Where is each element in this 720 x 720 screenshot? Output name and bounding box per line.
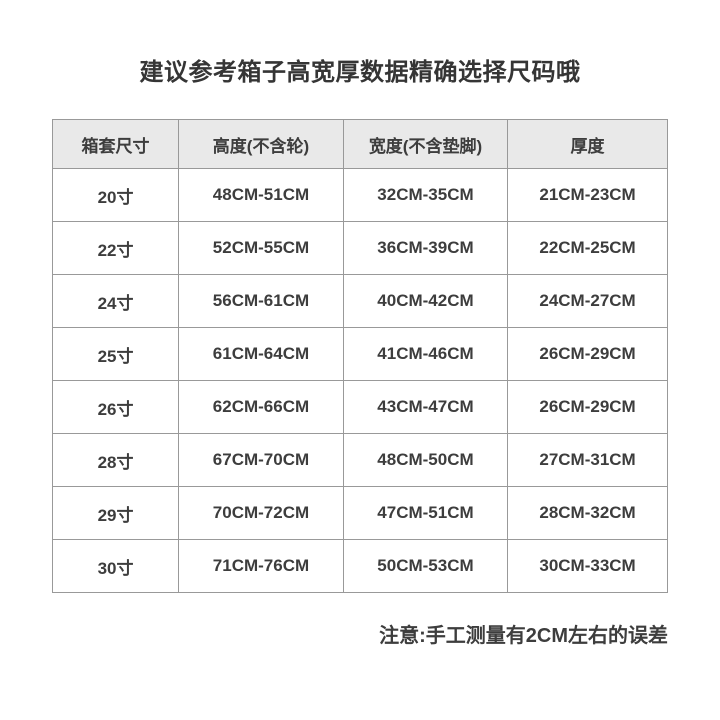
size-cell: 25寸 — [51, 327, 180, 381]
height-cell: 52CM-55CM — [178, 221, 344, 275]
thickness-cell: 24CM-27CM — [507, 274, 668, 328]
thickness-cell: 26CM-29CM — [507, 380, 668, 434]
width-cell: 43CM-47CM — [342, 380, 509, 434]
width-cell: 50CM-53CM — [342, 539, 509, 593]
height-cell: 67CM-70CM — [178, 433, 344, 487]
width-cell: 41CM-46CM — [342, 327, 509, 381]
width-cell: 40CM-42CM — [342, 274, 509, 328]
thickness-cell: 26CM-29CM — [507, 327, 668, 381]
width-cell: 36CM-39CM — [342, 221, 509, 275]
table-row: 24寸 56CM-61CM 40CM-42CM 24CM-27CM — [51, 274, 668, 328]
table-row: 30寸 71CM-76CM 50CM-53CM 30CM-33CM — [51, 539, 668, 593]
height-cell: 71CM-76CM — [178, 539, 344, 593]
size-cell: 24寸 — [51, 274, 180, 328]
height-cell: 70CM-72CM — [178, 486, 344, 540]
header-thickness: 厚度 — [507, 119, 668, 169]
table-row: 20寸 48CM-51CM 32CM-35CM 21CM-23CM — [51, 168, 668, 222]
size-table-body: 20寸 48CM-51CM 32CM-35CM 21CM-23CM 22寸 52… — [51, 168, 668, 593]
thickness-cell: 28CM-32CM — [507, 486, 668, 540]
header-height: 高度(不含轮) — [178, 119, 344, 169]
size-table-header: 箱套尺寸 高度(不含轮) 宽度(不含垫脚) 厚度 — [51, 119, 668, 169]
table-row: 28寸 67CM-70CM 48CM-50CM 27CM-31CM — [51, 433, 668, 487]
table-row: 25寸 61CM-64CM 41CM-46CM 26CM-29CM — [51, 327, 668, 381]
thickness-cell: 22CM-25CM — [507, 221, 668, 275]
width-cell: 32CM-35CM — [342, 168, 509, 222]
size-cell: 28寸 — [51, 433, 180, 487]
header-width: 宽度(不含垫脚) — [342, 119, 509, 169]
height-cell: 62CM-66CM — [178, 380, 344, 434]
size-cell: 22寸 — [51, 221, 180, 275]
page-title: 建议参考箱子高宽厚数据精确选择尺码哦 — [139, 59, 581, 86]
table-row: 26寸 62CM-66CM 43CM-47CM 26CM-29CM — [51, 380, 668, 434]
header-size: 箱套尺寸 — [51, 119, 180, 169]
height-cell: 61CM-64CM — [178, 327, 344, 381]
size-table: 箱套尺寸 高度(不含轮) 宽度(不含垫脚) 厚度 20寸 48CM-51CM 3… — [51, 119, 668, 593]
table-row: 29寸 70CM-72CM 47CM-51CM 28CM-32CM — [51, 486, 668, 540]
thickness-cell: 30CM-33CM — [507, 539, 668, 593]
width-cell: 48CM-50CM — [342, 433, 509, 487]
size-cell: 30寸 — [51, 539, 180, 593]
height-cell: 56CM-61CM — [178, 274, 344, 328]
header-row: 箱套尺寸 高度(不含轮) 宽度(不含垫脚) 厚度 — [51, 119, 668, 169]
size-cell: 26寸 — [51, 380, 180, 434]
table-row: 22寸 52CM-55CM 36CM-39CM 22CM-25CM — [51, 221, 668, 275]
thickness-cell: 27CM-31CM — [507, 433, 668, 487]
thickness-cell: 21CM-23CM — [507, 168, 668, 222]
height-cell: 48CM-51CM — [178, 168, 344, 222]
size-cell: 20寸 — [51, 168, 180, 222]
measurement-error-note: 注意:手工测量有2CM左右的误差 — [379, 625, 668, 647]
size-cell: 29寸 — [51, 486, 180, 540]
width-cell: 47CM-51CM — [342, 486, 509, 540]
